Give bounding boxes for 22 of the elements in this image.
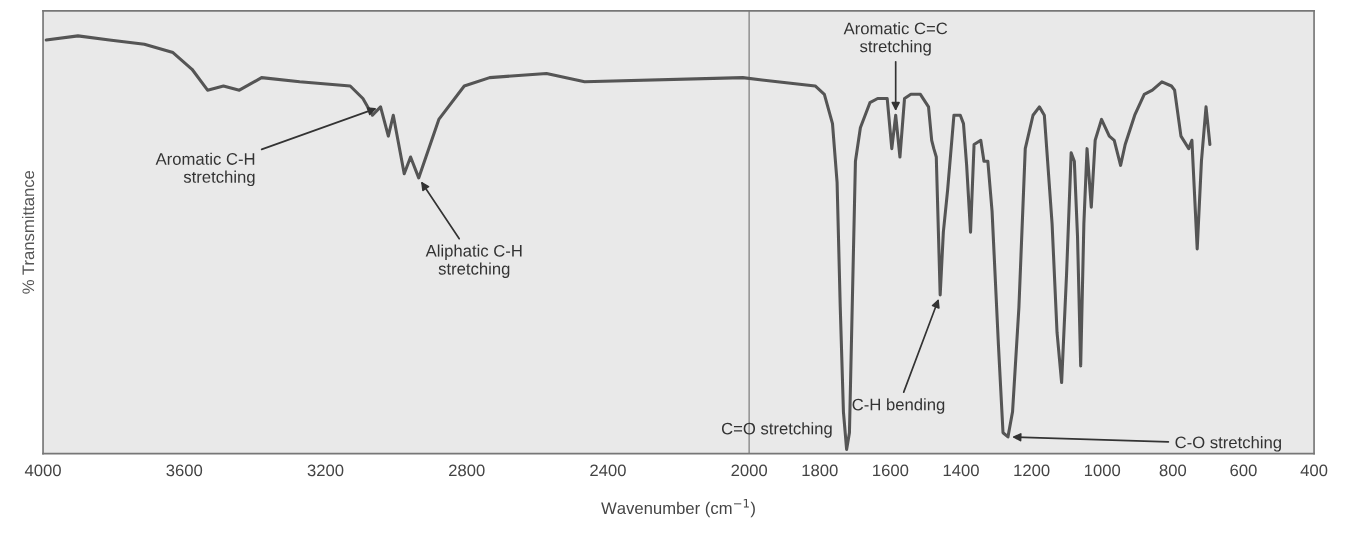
x-tick-label: 3200 (307, 464, 344, 477)
x-tick-label: 3600 (166, 464, 203, 477)
x-tick-label: 800 (1159, 464, 1187, 477)
x-tick-label: 600 (1230, 464, 1257, 477)
annotation: C=O stretching (721, 422, 832, 438)
x-axis-title: Wavenumber (cm$^{−1}$) (601, 499, 755, 518)
annotation: Aromatic C-H stretching (155, 152, 255, 187)
annotation: Aromatic C=C stretching (843, 22, 948, 56)
x-tick-label: 1200 (1014, 464, 1050, 477)
annotation: C-H bending (852, 398, 945, 414)
x-tick-label: 1400 (943, 464, 979, 477)
x-tick-label: 1600 (873, 464, 909, 477)
x-tick-label: 2000 (731, 464, 768, 477)
annotation: C-O stretching (1175, 436, 1281, 452)
x-tick-label: 400 (1300, 464, 1328, 477)
x-tick-label: 1000 (1084, 464, 1121, 477)
x-tick-label: 1800 (802, 464, 838, 477)
x-tick-label: 2400 (590, 464, 626, 477)
x-tick-label: 4000 (24, 464, 61, 477)
annotation: Aliphatic C-H stretching (425, 244, 522, 278)
x-tick-label: 2800 (449, 464, 485, 477)
y-axis-title: % Transmittance (21, 170, 35, 294)
